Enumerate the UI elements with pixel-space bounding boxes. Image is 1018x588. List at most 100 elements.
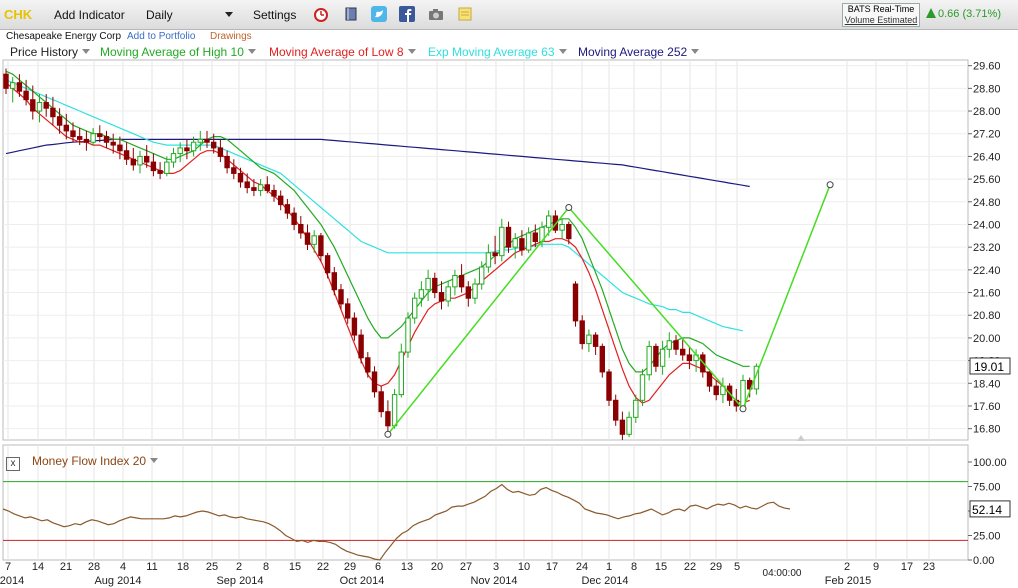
y-tick-label: 21.60 [973, 288, 1001, 300]
y-tick-label: 26.40 [973, 151, 1001, 163]
legend-ma-high-10[interactable]: Moving Average of High 10 [100, 45, 256, 59]
note-icon[interactable] [457, 6, 473, 22]
candle-body [445, 286, 451, 302]
settings-button[interactable]: Settings [253, 8, 297, 22]
camera-icon[interactable] [428, 6, 444, 22]
close-icon[interactable]: x [6, 457, 20, 471]
candle-body [331, 272, 338, 291]
x-tick-label: 25 [206, 561, 218, 573]
trendline-anchor [384, 430, 392, 438]
volume-estimated-link[interactable]: Volume Estimated [844, 15, 918, 25]
legend-price-history[interactable]: Price History [10, 45, 91, 59]
legend-ma-252[interactable]: Moving Average 252 [578, 45, 700, 59]
caret-down-icon[interactable] [82, 49, 91, 54]
candle-body [103, 136, 110, 143]
x-tick-label: 9 [873, 561, 879, 573]
mfi-panel-frame [2, 444, 969, 561]
caret-down-icon[interactable] [407, 49, 416, 54]
x-tick-label: 14 [32, 561, 44, 573]
price-panel-frame [2, 59, 969, 441]
candle-body [559, 223, 565, 231]
candle-body [492, 252, 498, 257]
caret-down-icon[interactable] [150, 458, 159, 463]
add-indicator-button[interactable]: Add Indicator [54, 8, 125, 22]
caret-down-icon[interactable] [247, 49, 256, 54]
symbol-label[interactable]: CHK [4, 7, 33, 22]
legend-label: Price History [10, 45, 79, 59]
last-price-label: 19.01 [974, 360, 1004, 374]
candle-body [599, 345, 605, 373]
facebook-icon[interactable] [399, 6, 415, 22]
x-month-label: 2014 [0, 575, 24, 587]
candle-body [398, 351, 405, 396]
candle-body [351, 317, 358, 336]
legend-ma-low-8[interactable]: Moving Average of Low 8 [269, 45, 416, 59]
alarm-clock-icon[interactable] [313, 6, 329, 22]
y-tick-label: 24.00 [973, 219, 1001, 231]
twitter-icon[interactable] [371, 6, 387, 22]
feed-label: BATS Real-Time [847, 4, 915, 14]
candle-body [753, 365, 760, 390]
candle-body [706, 371, 713, 387]
candle-body [10, 82, 16, 89]
candle-body [680, 348, 686, 356]
mfi-label: Money Flow Index 20 [32, 454, 147, 468]
candle-body [90, 133, 96, 143]
legend-label: Moving Average 252 [578, 45, 688, 59]
candle-body [157, 170, 163, 174]
candle-body [170, 153, 177, 163]
candle-body [164, 161, 170, 174]
candle-body [231, 167, 237, 174]
candle-body [291, 212, 297, 225]
add-to-portfolio-link[interactable]: Add to Portfolio [127, 31, 196, 42]
interval-select[interactable]: Daily [146, 8, 173, 22]
caret-down-icon[interactable] [691, 49, 700, 54]
candle-body [324, 255, 331, 274]
y-tick-label: 20.00 [973, 333, 1001, 345]
y-tick-label: 18.40 [973, 378, 1001, 390]
book-icon[interactable] [343, 6, 359, 22]
candle-body [318, 235, 324, 257]
x-tick-label: 2 [844, 561, 850, 573]
candle-body [358, 334, 364, 359]
candle-body [204, 138, 210, 143]
candle-body [525, 232, 532, 251]
candle-body [659, 348, 666, 367]
scroll-marker [797, 435, 805, 441]
candle-body [626, 416, 632, 435]
candle-body [237, 172, 244, 183]
candle-body [271, 189, 277, 197]
candle-body [123, 150, 130, 160]
price-change: 0.66 (3.71%) [926, 8, 1001, 20]
mfi-tick-label: 100.00 [973, 457, 1007, 469]
candle-body [3, 73, 9, 89]
x-tick-label: 17 [901, 561, 913, 573]
candle-body [338, 289, 344, 305]
candle-body [566, 223, 572, 240]
x-tick-label: 10 [518, 561, 530, 573]
y-tick-label: 16.80 [973, 424, 1001, 436]
candle-body [499, 226, 505, 257]
chevron-down-icon[interactable] [225, 12, 233, 17]
candle-body [56, 116, 63, 126]
mfi-tick-label: 0.00 [973, 555, 994, 567]
y-tick-label: 22.40 [973, 265, 1001, 277]
x-tick-label: 7 [5, 561, 11, 573]
candle-body [144, 155, 150, 163]
x-tick-label: 5 [734, 561, 740, 573]
ma-high-10-line [5, 70, 750, 373]
drawings-link[interactable]: Drawings [210, 31, 252, 42]
candle-body [278, 195, 284, 206]
caret-down-icon[interactable] [558, 49, 567, 54]
mfi-line [2, 483, 791, 561]
candle-body [224, 155, 230, 169]
candle-body [485, 252, 492, 268]
ma-252-line [5, 138, 750, 188]
crosshair-time-label: 04:00:00 [763, 568, 802, 579]
y-tick-label: 23.20 [973, 242, 1001, 254]
mfi-value-box [969, 500, 1011, 518]
candle-body [150, 161, 157, 172]
trendline [387, 184, 831, 435]
legend-ema-63[interactable]: Exp Moving Average 63 [428, 45, 567, 59]
